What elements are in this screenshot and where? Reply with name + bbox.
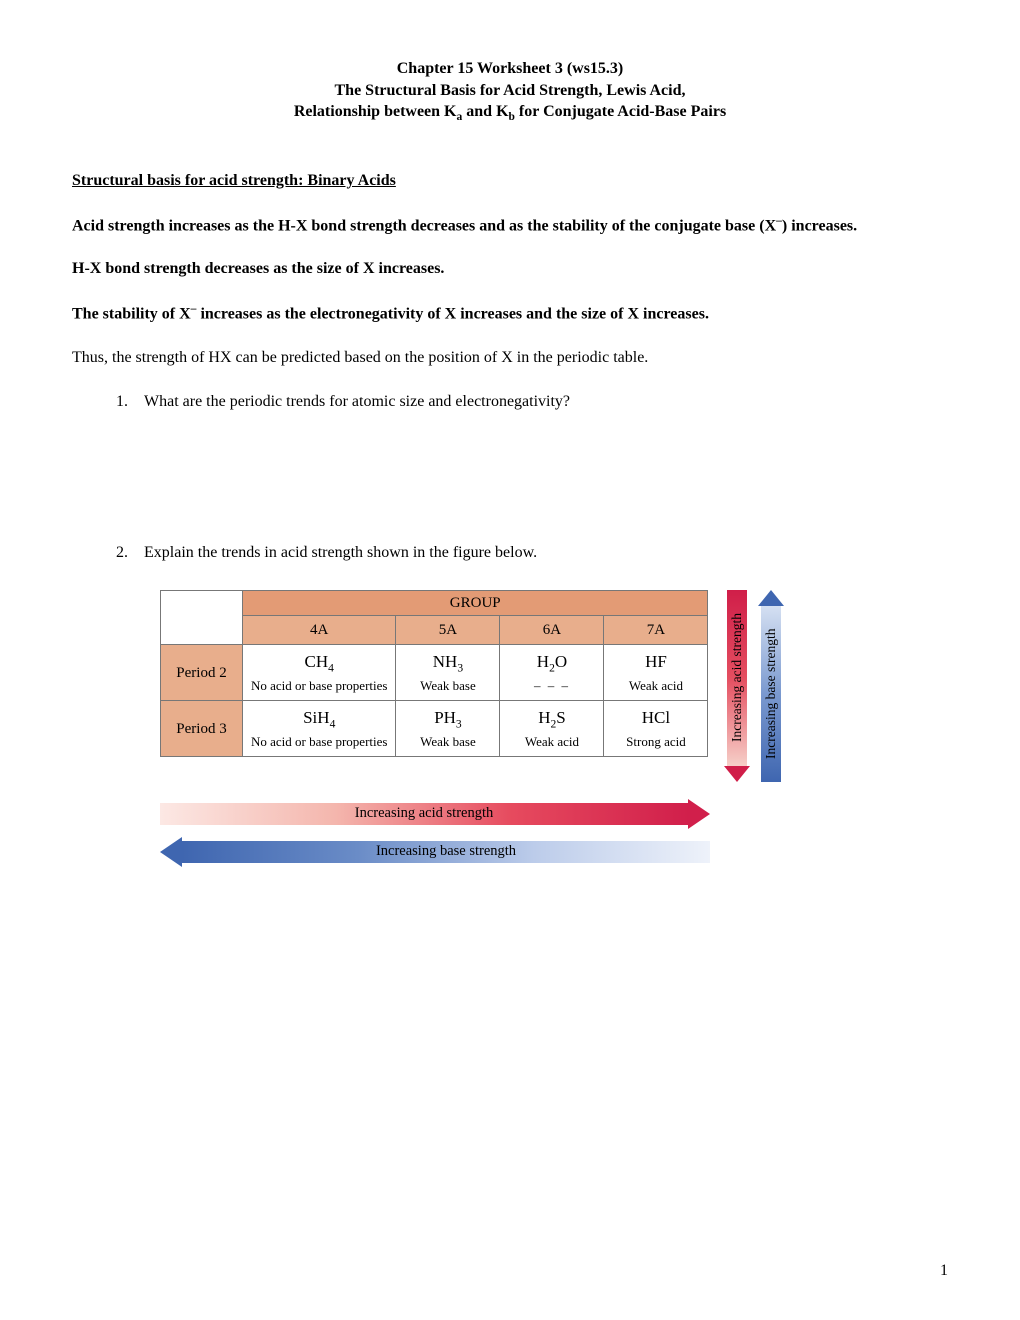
table-row: Period 2 CH4 No acid or base properties … bbox=[161, 645, 708, 701]
cell-ph3: PH3 Weak base bbox=[396, 701, 500, 757]
question-2-number: 2. bbox=[116, 542, 144, 564]
horizontal-acid-arrow: Increasing acid strength bbox=[160, 800, 710, 828]
question-2: 2. Explain the trends in acid strength s… bbox=[116, 542, 948, 564]
page-number: 1 bbox=[940, 1260, 948, 1282]
table-corner bbox=[161, 590, 243, 645]
arrow-down-icon bbox=[724, 766, 750, 782]
vertical-base-label: Increasing base strength bbox=[762, 629, 780, 759]
arrow-up-icon bbox=[758, 590, 784, 606]
col-7a: 7A bbox=[604, 615, 708, 644]
horizontal-arrows: Increasing acid strength Increasing base… bbox=[160, 800, 710, 866]
question-1: 1. What are the periodic trends for atom… bbox=[116, 391, 948, 413]
paragraph-2: H-X bond strength decreases as the size … bbox=[72, 258, 948, 280]
table-row: Period 3 SiH4 No acid or base properties… bbox=[161, 701, 708, 757]
col-4a: 4A bbox=[243, 615, 396, 644]
p3-text-b: increases as the electronegativity of X … bbox=[196, 305, 709, 322]
p1-text-a: Acid strength increases as the H-X bond … bbox=[72, 217, 776, 234]
horizontal-base-arrow: Increasing base strength bbox=[160, 838, 710, 866]
paragraph-1: Acid strength increases as the H-X bond … bbox=[72, 214, 948, 237]
vertical-base-arrow: Increasing base strength bbox=[758, 590, 784, 782]
col-6a: 6A bbox=[500, 615, 604, 644]
vertical-arrows: Increasing acid strength Increasing base… bbox=[724, 590, 784, 782]
title-kb-prefix: and K bbox=[462, 103, 508, 120]
worksheet-title-line2: The Structural Basis for Acid Strength, … bbox=[72, 80, 948, 102]
p3-text-a: The stability of X bbox=[72, 305, 191, 322]
paragraph-4: Thus, the strength of HX can be predicte… bbox=[72, 347, 948, 369]
horizontal-acid-label: Increasing acid strength bbox=[355, 804, 494, 824]
periodic-acid-figure: GROUP 4A 5A 6A 7A Period 2 CH4 No acid o… bbox=[160, 590, 948, 782]
vertical-acid-arrow: Increasing acid strength bbox=[724, 590, 750, 782]
worksheet-title-line1: Chapter 15 Worksheet 3 (ws15.3) bbox=[72, 58, 948, 80]
acid-strength-table: GROUP 4A 5A 6A 7A Period 2 CH4 No acid o… bbox=[160, 590, 708, 758]
cell-h2s: H2S Weak acid bbox=[500, 701, 604, 757]
horizontal-base-label: Increasing base strength bbox=[376, 842, 516, 862]
cell-hf: HF Weak acid bbox=[604, 645, 708, 701]
table-group-header: GROUP bbox=[243, 590, 708, 615]
col-5a: 5A bbox=[396, 615, 500, 644]
title-ka-prefix: Relationship between K bbox=[294, 103, 457, 120]
question-1-number: 1. bbox=[116, 391, 144, 413]
arrow-left-icon bbox=[160, 837, 182, 867]
cell-hcl: HCl Strong acid bbox=[604, 701, 708, 757]
title-suffix: for Conjugate Acid-Base Pairs bbox=[515, 103, 726, 120]
row-period3: Period 3 bbox=[161, 701, 243, 757]
cell-h2o: H2O – – – bbox=[500, 645, 604, 701]
row-period2: Period 2 bbox=[161, 645, 243, 701]
worksheet-title-line3: Relationship between Ka and Kb for Conju… bbox=[72, 101, 948, 126]
section-heading: Structural basis for acid strength: Bina… bbox=[72, 170, 948, 192]
cell-ch4: CH4 No acid or base properties bbox=[243, 645, 396, 701]
question-2-text: Explain the trends in acid strength show… bbox=[144, 542, 948, 564]
paragraph-3: The stability of X– increases as the ele… bbox=[72, 302, 948, 325]
vertical-acid-label: Increasing acid strength bbox=[728, 613, 746, 742]
cell-sih4: SiH4 No acid or base properties bbox=[243, 701, 396, 757]
cell-nh3: NH3 Weak base bbox=[396, 645, 500, 701]
p1-text-b: ) increases. bbox=[782, 217, 857, 234]
arrow-right-icon bbox=[688, 799, 710, 829]
question-1-text: What are the periodic trends for atomic … bbox=[144, 391, 948, 413]
